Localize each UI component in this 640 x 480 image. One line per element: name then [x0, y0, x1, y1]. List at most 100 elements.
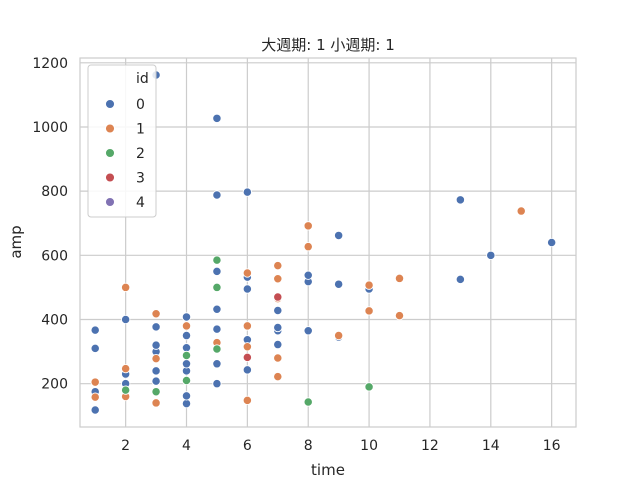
- data-point-id-0: [273, 322, 283, 333]
- legend-label-4: 4: [136, 195, 145, 211]
- data-point-id-0: [181, 398, 192, 409]
- legend-box: [87, 64, 157, 218]
- y-tick-label: 600: [41, 248, 68, 264]
- x-tick-label: 12: [421, 438, 439, 454]
- x-tick-label: 14: [482, 438, 500, 454]
- data-point-id-1: [90, 377, 100, 387]
- x-tick-label: 10: [360, 438, 378, 454]
- grid-lines: [80, 58, 576, 427]
- legend-label-2: 2: [136, 146, 145, 162]
- data-point-id-0: [242, 284, 253, 294]
- data-point-id-1: [120, 363, 131, 374]
- y-tick-label: 200: [41, 377, 68, 393]
- x-tick-label: 16: [543, 438, 561, 454]
- x-tick-label: 6: [243, 438, 252, 454]
- data-point-id-2: [181, 350, 192, 361]
- data-point-id-0: [181, 343, 192, 353]
- data-point-id-0: [151, 340, 161, 350]
- y-tick-label: 400: [41, 313, 68, 329]
- data-point-id-1: [151, 398, 161, 408]
- data-point-id-0: [212, 190, 222, 200]
- data-point-id-0: [212, 266, 222, 277]
- data-point-id-0: [547, 237, 557, 248]
- data-point-id-0: [334, 230, 344, 241]
- data-point-id-0: [303, 270, 313, 280]
- data-point-id-1: [364, 280, 374, 290]
- y-axis-label: amp: [7, 225, 25, 258]
- data-point-id-0: [212, 379, 222, 389]
- data-point-id-2: [364, 382, 374, 392]
- legend: id 0 1 2 3 4: [87, 64, 157, 218]
- legend-marker-1: [105, 123, 115, 134]
- y-tick-label: 800: [41, 184, 68, 200]
- x-axis-label: time: [311, 461, 345, 479]
- legend-marker-4: [105, 197, 115, 207]
- data-point-id-1: [151, 354, 161, 364]
- legend-marker-2: [105, 148, 115, 158]
- data-point-id-0: [212, 304, 222, 314]
- data-point-id-0: [486, 250, 496, 260]
- legend-marker-3: [105, 172, 115, 183]
- data-point-id-2: [120, 385, 131, 395]
- data-point-id-2: [212, 344, 222, 354]
- data-point-id-0: [181, 330, 192, 341]
- data-point-id-1: [242, 268, 253, 278]
- data-point-id-3: [273, 292, 283, 302]
- y-tick-label: 1000: [32, 120, 68, 136]
- data-point-id-1: [303, 242, 313, 252]
- legend-label-1: 1: [136, 122, 145, 138]
- legend-marker-0: [105, 99, 115, 109]
- data-point-id-0: [242, 187, 253, 197]
- data-point-id-2: [303, 397, 313, 407]
- data-point-id-2: [212, 282, 222, 293]
- data-point-id-0: [242, 365, 253, 375]
- data-point-id-0: [181, 359, 192, 369]
- data-point-id-3: [242, 352, 253, 363]
- data-point-id-0: [181, 312, 192, 322]
- data-point-id-0: [90, 325, 100, 335]
- data-point-id-1: [394, 273, 405, 284]
- legend-title: id: [136, 71, 149, 87]
- data-point-id-0: [151, 376, 161, 386]
- data-point-id-1: [273, 353, 283, 363]
- data-point-id-1: [120, 282, 131, 293]
- legend-label-3: 3: [136, 171, 145, 187]
- plot-area-frame: [79, 57, 577, 428]
- chart-title: 大週期: 1 小週期: 1: [261, 36, 395, 54]
- data-point-id-0: [212, 324, 222, 334]
- data-point-id-0: [273, 339, 283, 350]
- data-point-id-0: [273, 305, 283, 316]
- data-point-id-1: [181, 321, 192, 331]
- data-point-id-0: [90, 343, 100, 354]
- data-point-id-0: [151, 366, 161, 376]
- data-point-id-0: [303, 326, 313, 336]
- data-point-id-1: [151, 309, 161, 319]
- data-point-id-0: [151, 322, 161, 332]
- data-point-id-1: [242, 395, 253, 406]
- data-points: [90, 70, 557, 415]
- data-point-id-1: [394, 311, 405, 321]
- data-point-id-0: [455, 274, 466, 285]
- x-tick-label: 8: [304, 438, 313, 454]
- data-point-id-2: [212, 255, 222, 265]
- x-tick-label: 2: [121, 438, 130, 454]
- data-point-id-1: [334, 330, 344, 341]
- data-point-id-0: [212, 359, 222, 369]
- data-point-id-1: [242, 342, 253, 352]
- data-point-id-0: [334, 279, 344, 289]
- data-point-id-1: [242, 321, 253, 331]
- data-point-id-1: [90, 392, 100, 402]
- x-tick-label: 4: [182, 438, 191, 454]
- data-point-id-0: [90, 405, 100, 415]
- y-tick-label: 1200: [32, 56, 68, 72]
- data-point-id-1: [364, 306, 374, 316]
- data-point-id-0: [455, 195, 466, 205]
- data-point-id-0: [181, 391, 192, 401]
- legend-label-0: 0: [136, 97, 145, 113]
- data-point-id-2: [151, 387, 161, 397]
- data-point-id-0: [120, 314, 131, 325]
- x-axis-ticks: 2 4 6 8 10 12 14 16: [121, 438, 560, 454]
- data-point-id-2: [181, 375, 192, 386]
- data-point-id-1: [273, 371, 283, 382]
